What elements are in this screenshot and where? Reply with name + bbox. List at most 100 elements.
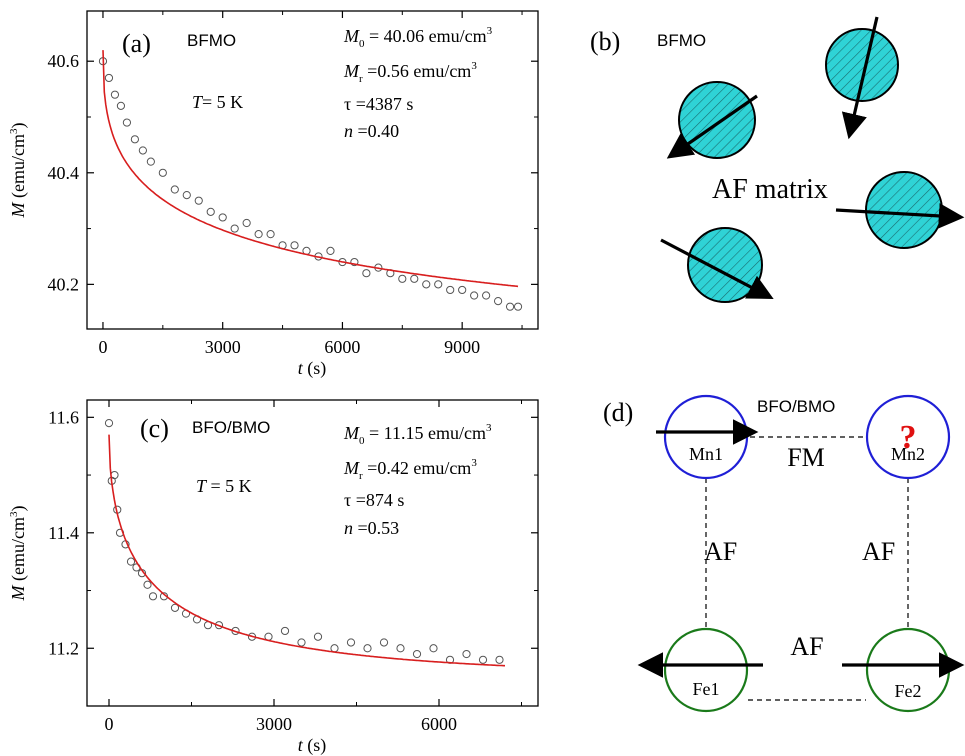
x-tick-label: 6000	[421, 714, 457, 734]
data-point	[230, 224, 239, 233]
data-point	[170, 185, 179, 194]
x-tick-label: 3000	[205, 337, 241, 357]
panel-a-temperature: T= 5 K	[192, 92, 243, 112]
y-tick-label: 11.2	[48, 638, 79, 658]
spin-arrow	[835, 203, 965, 229]
mn2-circle	[865, 394, 951, 480]
data-point	[363, 644, 372, 653]
data-point	[313, 632, 323, 641]
cluster-spin-3	[835, 171, 965, 249]
y-tick-label: 11.4	[48, 523, 79, 543]
data-point	[254, 230, 263, 239]
data-point	[495, 655, 504, 664]
data-point	[266, 230, 275, 239]
cluster-spin-2	[825, 16, 899, 140]
panel-a-fit-line	[102, 50, 519, 288]
data-point	[206, 207, 215, 216]
panel-c-x-ticks: 0 3000 6000	[105, 400, 522, 734]
bond-label-right: AF	[862, 537, 895, 566]
data-point	[505, 302, 515, 311]
panel-c-param-tau: τ =874 s	[344, 490, 404, 510]
data-point	[194, 196, 203, 205]
cluster-circle	[865, 171, 943, 249]
y-tick-label: 40.2	[48, 274, 80, 294]
fe2-label: Fe2	[895, 681, 922, 701]
panel-c-y-axis-label: M (emu/cm3)	[8, 506, 29, 602]
data-point	[350, 257, 359, 267]
data-point	[182, 191, 191, 200]
panel-c-fit-line	[108, 434, 505, 667]
panel-c-sample: BFO/BMO	[192, 418, 270, 437]
data-point	[297, 638, 306, 647]
data-point	[346, 638, 356, 647]
panel-a-frame	[86, 10, 539, 330]
data-point	[434, 280, 443, 289]
cluster-circle	[678, 81, 756, 159]
panel-a-x-axis-label: t (s)	[298, 358, 327, 379]
data-point	[458, 285, 467, 295]
panel-b-sample: BFMO	[657, 31, 706, 50]
y-tick-label: 40.6	[48, 51, 80, 71]
data-point	[130, 135, 139, 144]
data-point	[110, 90, 120, 99]
site-fe1: Fe1	[637, 627, 763, 713]
panel-a-chart: 40.2 40.4 40.6 0 3000 6000 9000 (a) BFMO T= 5…	[8, 10, 539, 379]
panel-c-param-n: n =0.53	[344, 518, 399, 538]
data-point	[396, 644, 405, 653]
data-point	[379, 638, 389, 647]
data-point	[143, 580, 152, 589]
mn1-label: Mn1	[689, 444, 723, 464]
panel-c-data-points	[104, 418, 504, 664]
data-point	[410, 274, 419, 283]
panel-a-y-ticks: 40.2 40.4 40.6	[48, 51, 538, 294]
data-point	[482, 291, 491, 300]
bond-label-left: AF	[704, 537, 737, 566]
panel-a-label: (a)	[122, 29, 151, 58]
data-point	[398, 274, 407, 283]
panel-a-sample: BFMO	[187, 31, 236, 50]
data-point	[242, 218, 251, 228]
question-mark-icon: ?	[900, 419, 917, 456]
data-point	[470, 291, 479, 300]
data-point	[218, 213, 227, 222]
panel-a-param-n: n =0.40	[344, 121, 399, 141]
panel-c-param-mr: Mr =0.42 emu/cm3	[343, 457, 477, 482]
data-point	[138, 146, 147, 155]
bond-label-top: FM	[787, 443, 825, 472]
site-mn2: ? Mn2	[865, 394, 951, 480]
panel-c-label: (c)	[140, 414, 169, 443]
y-tick-label: 40.4	[48, 163, 80, 183]
data-point	[446, 285, 455, 295]
fe1-label: Fe1	[693, 679, 720, 699]
fe1-circle	[663, 627, 749, 713]
data-point	[280, 626, 290, 636]
data-point	[462, 649, 471, 659]
panel-c-frame	[86, 399, 539, 707]
data-point	[214, 621, 224, 630]
mn1-circle	[663, 394, 749, 480]
data-point	[422, 280, 431, 289]
cluster-spin-4	[660, 227, 774, 303]
data-point	[493, 297, 503, 306]
data-point	[290, 241, 299, 250]
spin-arrow	[841, 16, 879, 140]
panel-b-label: (b)	[590, 27, 620, 56]
data-point	[513, 302, 523, 311]
data-point	[126, 557, 136, 566]
data-point	[104, 418, 114, 428]
panel-c-chart: 11.2 11.4 11.6 0 3000 6000 (c) BFO/BMO T = 5…	[8, 399, 539, 756]
panel-b-diagram: (b) BFMO AF matrix	[590, 16, 965, 303]
site-fe2: Fe2	[842, 627, 965, 713]
data-point	[170, 603, 180, 612]
site-mn1: Mn1	[656, 394, 759, 480]
panel-a-param-m0: M0 = 40.06 emu/cm3	[343, 25, 493, 50]
spin-arrow	[660, 238, 774, 299]
spin-arrow	[666, 94, 758, 159]
data-point	[326, 246, 335, 255]
panel-c-y-ticks: 11.2 11.4 11.6	[48, 407, 538, 658]
panel-a-param-mr: Mr =0.56 emu/cm3	[343, 60, 477, 85]
data-point	[362, 269, 371, 278]
data-point	[478, 655, 488, 664]
panel-c-x-axis-label: t (s)	[298, 735, 327, 756]
x-tick-label: 0	[105, 714, 114, 734]
